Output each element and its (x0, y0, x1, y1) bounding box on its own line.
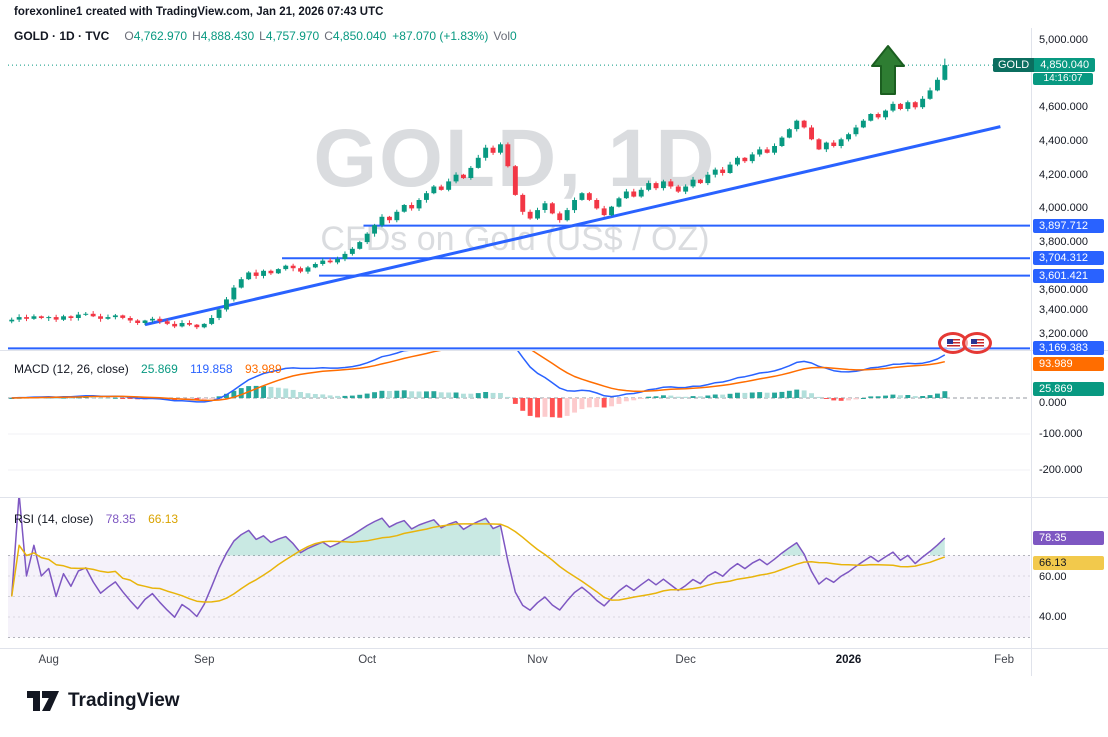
flag-canton (970, 338, 977, 344)
time-axis-label: Oct (358, 654, 377, 666)
flag-canton (946, 338, 953, 344)
up-arrow-icon (871, 45, 905, 95)
circled-flag-annotation-2[interactable] (962, 332, 992, 354)
high-value: 4,888.430 (200, 29, 255, 43)
flag-icon (946, 338, 960, 348)
time-axis-label: 2026 (835, 654, 862, 666)
macd-title[interactable]: MACD (12, 26, close) (14, 362, 129, 376)
macd-line-value: 119.858 (190, 362, 233, 376)
volume-value: 0 (510, 29, 517, 43)
rsi-legend: RSI (14, close) 78.35 66.13 (14, 512, 178, 526)
time-axis-label: Feb (994, 654, 1014, 666)
rsi-title[interactable]: RSI (14, close) (14, 512, 94, 526)
rsi-ma-value: 66.13 (148, 512, 179, 526)
open-label: O (124, 29, 134, 43)
time-axis-label: Aug (38, 654, 59, 666)
close-label: C (324, 29, 333, 43)
volume-label: Vol (493, 29, 511, 43)
time-axis-label: Nov (527, 654, 548, 666)
low-value: 4,757.970 (265, 29, 320, 43)
change-value: +87.070 (+1.83%) (392, 29, 489, 43)
open-value: 4,762.970 (133, 29, 188, 43)
macd-legend: MACD (12, 26, close) 25.869 119.858 93.9… (14, 362, 282, 376)
low-label: L (259, 29, 266, 43)
tradingview-logo-text: TradingView (68, 690, 180, 711)
macd-signal-value: 93.989 (244, 362, 282, 376)
time-axis[interactable]: Aug Sep Oct Nov Dec 2026 Feb (0, 654, 1030, 672)
time-axis-label: Sep (194, 654, 215, 666)
symbol-legend: GOLD · 1D · TVC O4,762.970 H4,888.430 L4,75… (14, 29, 517, 43)
high-label: H (192, 29, 201, 43)
tradingview-logo-icon (27, 691, 59, 711)
time-axis-label: Dec (675, 654, 696, 666)
macd-hist-value: 25.869 (141, 362, 178, 376)
symbol-title[interactable]: GOLD · 1D · TVC (14, 29, 110, 43)
up-arrow-annotation[interactable] (870, 44, 906, 96)
attribution-text: forexonline1 created with TradingView.co… (14, 6, 384, 18)
close-value: 4,850.040 (332, 29, 387, 43)
flag-icon (970, 338, 984, 348)
tradingview-logo[interactable]: TradingView (26, 690, 180, 712)
rsi-value: 78.35 (105, 512, 136, 526)
